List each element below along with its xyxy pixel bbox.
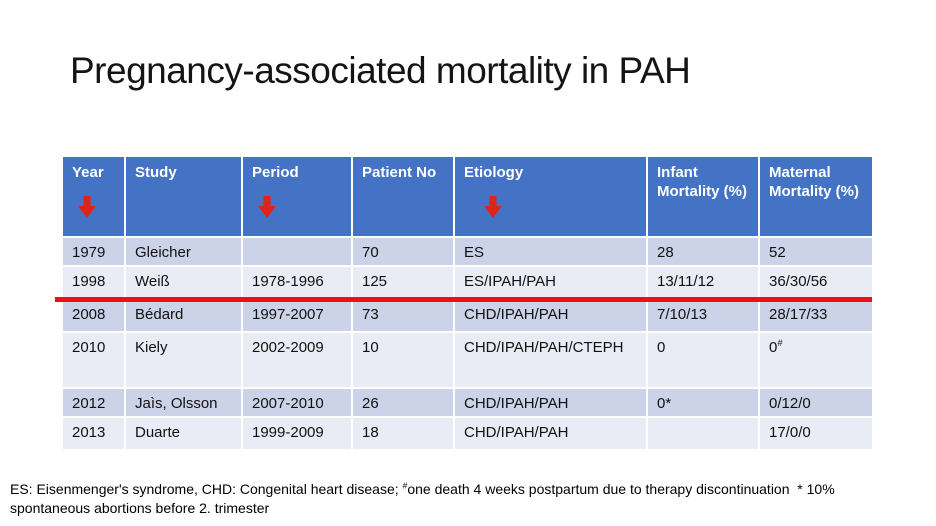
table-cell: 10 [352, 332, 455, 389]
table-cell: 2008 [63, 299, 126, 333]
table-cell [242, 237, 353, 267]
table-cell: 2007-2010 [242, 388, 353, 418]
table-header-row: Year Study Period Patient No Etiology Infant … [63, 157, 872, 238]
table-cell: 2002-2009 [242, 332, 353, 389]
column-header-label: Etiology [464, 164, 524, 181]
table-cell: 28 [647, 237, 760, 267]
table-cell: CHD/IPAH/PAH [454, 299, 648, 333]
table-cell: 1998 [63, 266, 126, 300]
red-down-arrow-icon [78, 195, 96, 218]
table-row: 2010 Kiely 2002-2009 10 CHD/IPAH/PAH/CTEPH 0 0… [63, 332, 872, 389]
table-cell: 17/0/0 [759, 417, 872, 451]
table-cell: 0* [647, 388, 760, 418]
table-cell: 36/30/56 [759, 266, 872, 300]
table-cell: Weiß [125, 266, 243, 300]
column-header: Patient No [352, 157, 455, 238]
table-cell: 2013 [63, 417, 126, 451]
table-cell: Jaìs, Olsson [125, 388, 243, 418]
table-row: 2012 Jaìs, Olsson 2007-2010 26 CHD/IPAH/PAH 0… [63, 388, 872, 418]
red-down-arrow-icon [258, 195, 276, 218]
table-row: 1998 Weiß 1978-1996 125 ES/IPAH/PAH 13/11/12 3… [63, 266, 872, 300]
column-header-label: Patient No [362, 164, 437, 181]
table-cell: Gleicher [125, 237, 243, 267]
column-header: Period [242, 157, 353, 238]
red-underline-annotation [55, 297, 872, 302]
column-header-label: Year [72, 164, 104, 181]
table-cell: 1979 [63, 237, 126, 267]
table-cell: Duarte [125, 417, 243, 451]
column-header: Etiology [454, 157, 648, 238]
table-cell: Bédard [125, 299, 243, 333]
table-cell: 52 [759, 237, 872, 267]
table-cell: 125 [352, 266, 455, 300]
column-header: Study [125, 157, 243, 238]
table-cell: 2010 [63, 332, 126, 389]
mortality-table: Year Study Period Patient No Etiology Infant … [63, 157, 872, 451]
table-cell: CHD/IPAH/PAH [454, 417, 648, 451]
page-title: Pregnancy-associated mortality in PAH [70, 50, 691, 91]
table-cell: 0 [647, 332, 760, 389]
table-cell: ES/IPAH/PAH [454, 266, 648, 300]
table-cell: 28/17/33 [759, 299, 872, 333]
table-cell: CHD/IPAH/PAH/CTEPH [454, 332, 648, 389]
footnote: ES: Eisenmenger's syndrome, CHD: Congeni… [10, 480, 839, 516]
table-row: 1979 Gleicher 70 ES 28 52 [63, 237, 872, 267]
table-cell: 13/11/12 [647, 266, 760, 300]
table-cell: 1999-2009 [242, 417, 353, 451]
table-cell: 26 [352, 388, 455, 418]
column-header: Maternal Mortality (%) [759, 157, 872, 238]
column-header-label: Period [252, 164, 299, 181]
table-cell: 7/10/13 [647, 299, 760, 333]
table-cell: 0# [759, 332, 872, 389]
table-row: 2008 Bédard 1997-2007 73 CHD/IPAH/PAH 7/10/13… [63, 299, 872, 333]
column-header-label: Infant Mortality (%) [657, 164, 747, 200]
column-header-label: Maternal Mortality (%) [769, 164, 859, 200]
table-cell: 0/12/0 [759, 388, 872, 418]
table-cell: 2012 [63, 388, 126, 418]
table-cell: 1978-1996 [242, 266, 353, 300]
table-cell: Kiely [125, 332, 243, 389]
table-cell: 1997-2007 [242, 299, 353, 333]
column-header: Infant Mortality (%) [647, 157, 760, 238]
table-row: 2013 Duarte 1999-2009 18 CHD/IPAH/PAH 17/0/0 [63, 417, 872, 451]
table-cell: CHD/IPAH/PAH [454, 388, 648, 418]
column-header: Year [63, 157, 126, 238]
table-cell: ES [454, 237, 648, 267]
table-cell: 18 [352, 417, 455, 451]
table-cell [647, 417, 760, 451]
table-cell: 73 [352, 299, 455, 333]
column-header-label: Study [135, 164, 177, 181]
red-down-arrow-icon [484, 195, 502, 218]
table-cell: 70 [352, 237, 455, 267]
